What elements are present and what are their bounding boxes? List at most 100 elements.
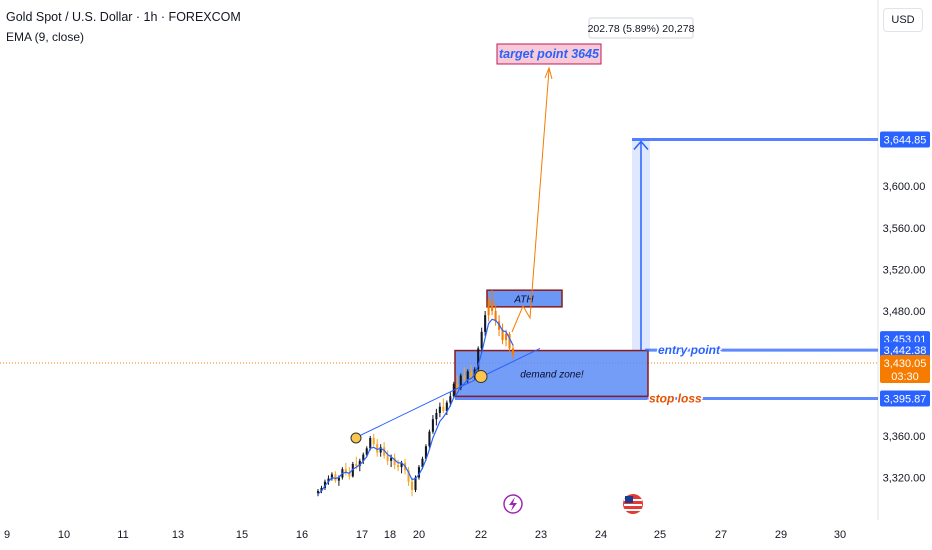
candle-body [511,348,515,355]
candle-body [358,460,361,467]
x-tick-label: 27 [715,529,727,541]
candle-body [417,467,421,478]
stop-loss-label: stop loss [649,392,702,406]
candle-body [435,412,438,420]
candle-body [494,311,497,322]
candle-body [480,331,483,349]
candle-body [362,454,365,461]
candle-body [449,396,452,403]
candle-body [477,348,480,370]
symbol-title: Gold Spot / U.S. Dollar · 1h · FOREXCOM [6,10,241,24]
indicator-legend[interactable]: EMA (9, close) [6,30,85,44]
candle-body [369,437,372,449]
candle-body [379,447,382,453]
x-tick-label: 24 [595,529,607,541]
candle-body [376,444,379,453]
measure-tooltip-text: 202.78 (5.89%) 20,278 [588,23,695,35]
measure-arrow-head [633,140,649,150]
candle-body [320,487,323,492]
x-tick-label: 11 [117,529,128,541]
flag-stripe [624,504,642,506]
y-tick-label: 3,360.00 [883,431,926,443]
candle-body [355,463,358,467]
price-axis-label-text: 3,395.87 [884,394,927,406]
x-tick-label: 22 [475,529,487,541]
candle-body [463,375,466,380]
y-tick-label: 3,480.00 [883,306,926,318]
measure-tooltip [588,17,694,39]
candle-body [327,478,330,482]
projection-path [511,69,550,333]
target-label: target point 3645 [499,47,600,61]
demand-zone-label: demand zone! [520,369,584,380]
candle-body [334,474,337,481]
candle-body [390,457,393,461]
candle-body [400,462,403,468]
x-tick-label: 15 [236,529,248,541]
x-tick-label: 16 [296,529,308,541]
candle-body [386,455,389,461]
price-axis-label-text: 3,442.38 [884,345,927,357]
candle-body [330,474,333,479]
candle-body [414,477,417,490]
flag-canton [625,496,633,503]
x-tick-label: 30 [834,529,846,541]
candle-body [504,333,508,341]
x-tick-label: 10 [58,529,70,541]
candle-body [383,447,386,456]
y-tick-label: 3,320.00 [883,473,926,485]
candle-body [323,481,327,488]
entry-label: entry point [658,343,721,357]
x-tick-label: 25 [654,529,666,541]
price-axis-label [880,354,930,383]
candle-body [459,375,462,389]
x-tick-label: 23 [535,529,547,541]
candle-body [424,446,427,459]
currency-button[interactable]: USD [883,8,923,32]
x-tick-label: 29 [775,529,787,541]
candle-body [491,300,494,312]
candle-body [351,463,354,477]
candle-body [421,458,424,468]
candle-body [466,371,469,380]
ath-label: ATH [513,295,534,306]
x-tick-label: 9 [4,529,10,541]
trendline [354,348,541,439]
candle-body [365,448,368,455]
candle-body [442,406,445,411]
flag-stripe [624,509,642,511]
y-tick-label: 3,600.00 [883,181,926,193]
ema-line [317,318,514,495]
candle-body [445,402,448,411]
candle-body [431,419,434,432]
demand-zone [454,349,649,398]
candle-body [397,465,400,468]
candle-body [393,457,396,466]
x-tick-label: 20 [413,529,425,541]
swing-marker [350,432,362,444]
candle-body [508,333,511,349]
candle-body [348,472,351,477]
candle-body [438,406,441,413]
price-axis-label-text: 3,430.05 [884,358,927,370]
candle-body [484,315,487,332]
candle-body [428,431,431,447]
ath-box [486,289,563,308]
candle-body [372,437,375,445]
price-axis-label [880,390,930,407]
swing-marker [474,370,488,384]
candle-body [344,469,347,473]
countdown-label: 03:30 [891,371,919,383]
candle-body [410,481,414,490]
candle-body [487,300,490,316]
projection-arrow-head [544,66,553,80]
price-axis-label-text: 3,644.85 [884,134,927,146]
candle-body [501,329,504,341]
candle-body [316,491,320,494]
candle-body [407,470,410,482]
y-tick-label: 3,520.00 [883,264,926,276]
x-tick-label: 17 [356,529,368,541]
target-label-box [496,43,602,65]
